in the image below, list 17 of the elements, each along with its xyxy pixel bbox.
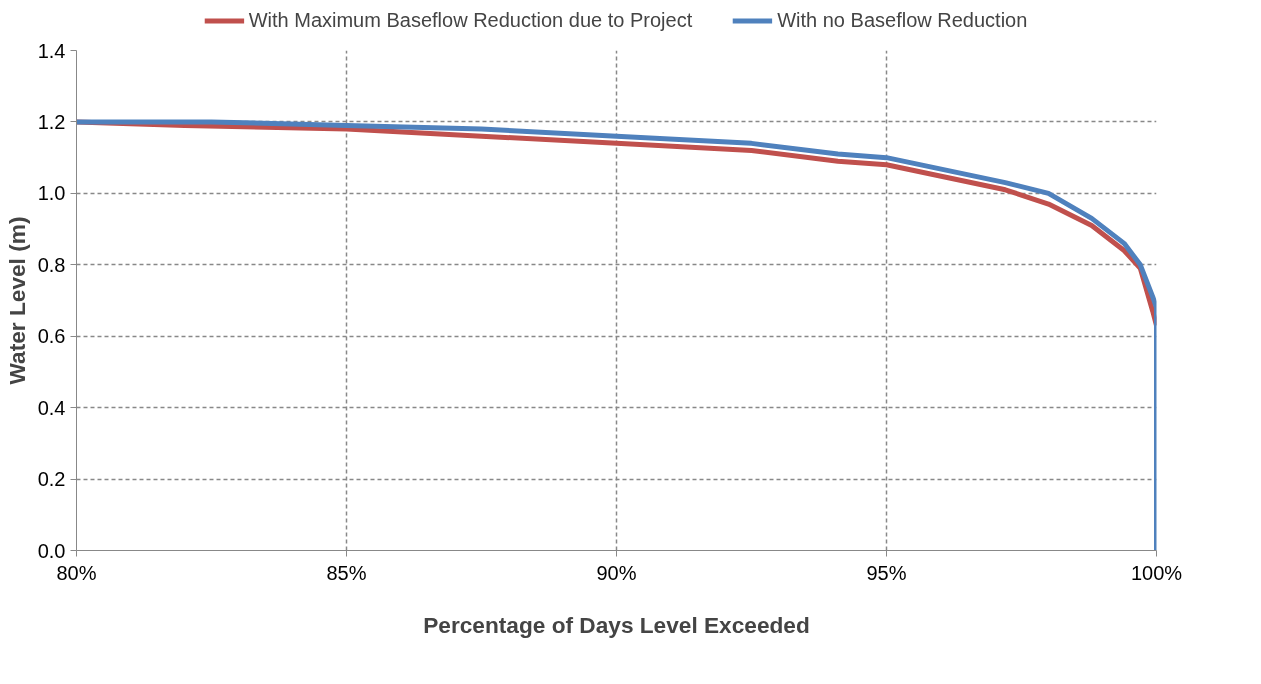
y-tick-label: 0.2 xyxy=(37,468,66,491)
y-tick-label: 1.0 xyxy=(37,182,66,205)
x-tick-label: 90% xyxy=(596,561,637,584)
y-tick-label: 1.2 xyxy=(37,110,66,133)
y-axis-title: Water Level (m) xyxy=(3,216,30,385)
x-axis-title: Percentage of Days Level Exceeded xyxy=(423,611,810,638)
x-tick-label: 85% xyxy=(326,561,367,584)
legend-label: With no Baseflow Reduction xyxy=(777,8,1028,32)
x-tick-label: 100% xyxy=(1130,561,1183,584)
y-tick-label: 0.4 xyxy=(37,396,66,419)
y-tick-label: 1.4 xyxy=(37,39,66,62)
y-tick-label: 0.6 xyxy=(37,325,66,348)
y-tick-label: 0.8 xyxy=(37,253,66,276)
x-tick-label: 80% xyxy=(56,561,97,584)
x-tick-label: 95% xyxy=(866,561,907,584)
y-tick-label: 0.0 xyxy=(37,539,66,562)
legend-label: With Maximum Baseflow Reduction due to Project xyxy=(248,8,693,32)
